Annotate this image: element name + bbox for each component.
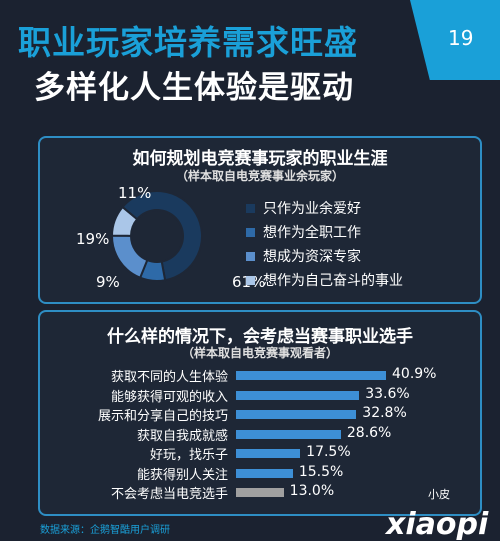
bar-6 [236,468,293,478]
page-subtitle: 多样化人生体验是驱动 [34,70,354,106]
donut-value-label-4: 11% [118,184,152,202]
legend-label-1: 只作为业余爱好 [263,201,361,217]
bar-chart-subtitle: （样本取自电竞赛事观看者） [181,346,338,360]
logo-small-text: 小皮 [428,488,450,501]
legend-item-4: 想作为自己奋斗的事业 [246,270,403,290]
bar-5 [236,449,301,458]
bar-value-label-3: 32.8% [362,405,407,421]
bar-value-label-4: 28.6% [346,424,392,441]
legend-label-2: 想作为全职工作 [263,225,361,241]
donut-value-label-3: 19% [76,230,110,248]
bar-category-label-7: 不会考虑当电竞选手 [110,487,228,502]
donut-chart-subtitle: （样本取自电竞赛事业余玩家） [175,169,344,183]
donut-slice-1 [121,190,203,282]
bar-category-label-4: 获取自我成就感 [136,428,228,444]
bar-category-label-5: 好玩，找乐子 [149,448,228,463]
bar-value-label-6: 15.5% [298,463,344,480]
motivation-panel: 什么样的情况下，会考虑当赛事职业选手 （样本取自电竞赛事观看者） 获取不同的人生… [38,310,482,516]
bar-category-label-3: 展示和分享自己的技巧 [97,409,228,424]
legend-swatch-1 [246,203,255,213]
bar-chart-title: 什么样的情况下，会考虑当赛事职业选手 [107,327,413,347]
career-plan-panel: 如何规划电竞赛事玩家的职业生涯 （样本取自电竞赛事业余玩家） 61%9%19%1… [38,136,482,304]
bar-category-label-1: 获取不同的人生体验 [110,370,228,385]
donut-chart-title: 如何规划电竞赛事玩家的职业生涯 [132,149,388,169]
legend-item-1: 只作为业余爱好 [246,198,361,218]
legend-swatch-3 [246,251,255,261]
bar-category-label-6: 能获得别人关注 [136,467,228,483]
bar-value-label-5: 17.5% [306,444,351,460]
legend-item-3: 想成为资深专家 [246,246,361,266]
bar-value-label-7: 13.0% [289,483,335,499]
bar-3 [236,410,357,419]
bar-2 [236,390,360,400]
data-source: 数据来源：企鹅智酷用户调研 [40,525,170,536]
bar-category-label-2: 能够获得可观的收入 [110,389,228,405]
donut-chart [110,190,203,282]
legend-label-4: 想作为自己奋斗的事业 [263,273,403,289]
bar-7 [236,488,284,497]
legend-swatch-2 [246,227,255,237]
bar-4 [236,429,341,439]
bar-1 [236,371,386,380]
page-title: 职业玩家培养需求旺盛 [18,23,358,62]
donut-slice-3 [111,234,149,280]
legend-item-2: 想作为全职工作 [246,222,361,242]
legend-label-3: 想成为资深专家 [263,249,361,265]
bar-value-label-1: 40.9% [392,366,437,382]
bar-value-label-2: 33.6% [365,385,410,402]
legend-swatch-4 [246,275,255,285]
svg-text:xiaopi: xiaopi [384,507,489,540]
donut-value-label-2: 9% [96,273,120,291]
xiaopi-logo: xiaopi [384,507,489,540]
donut-slice-4 [110,205,139,237]
page-number: 19 [448,26,474,50]
